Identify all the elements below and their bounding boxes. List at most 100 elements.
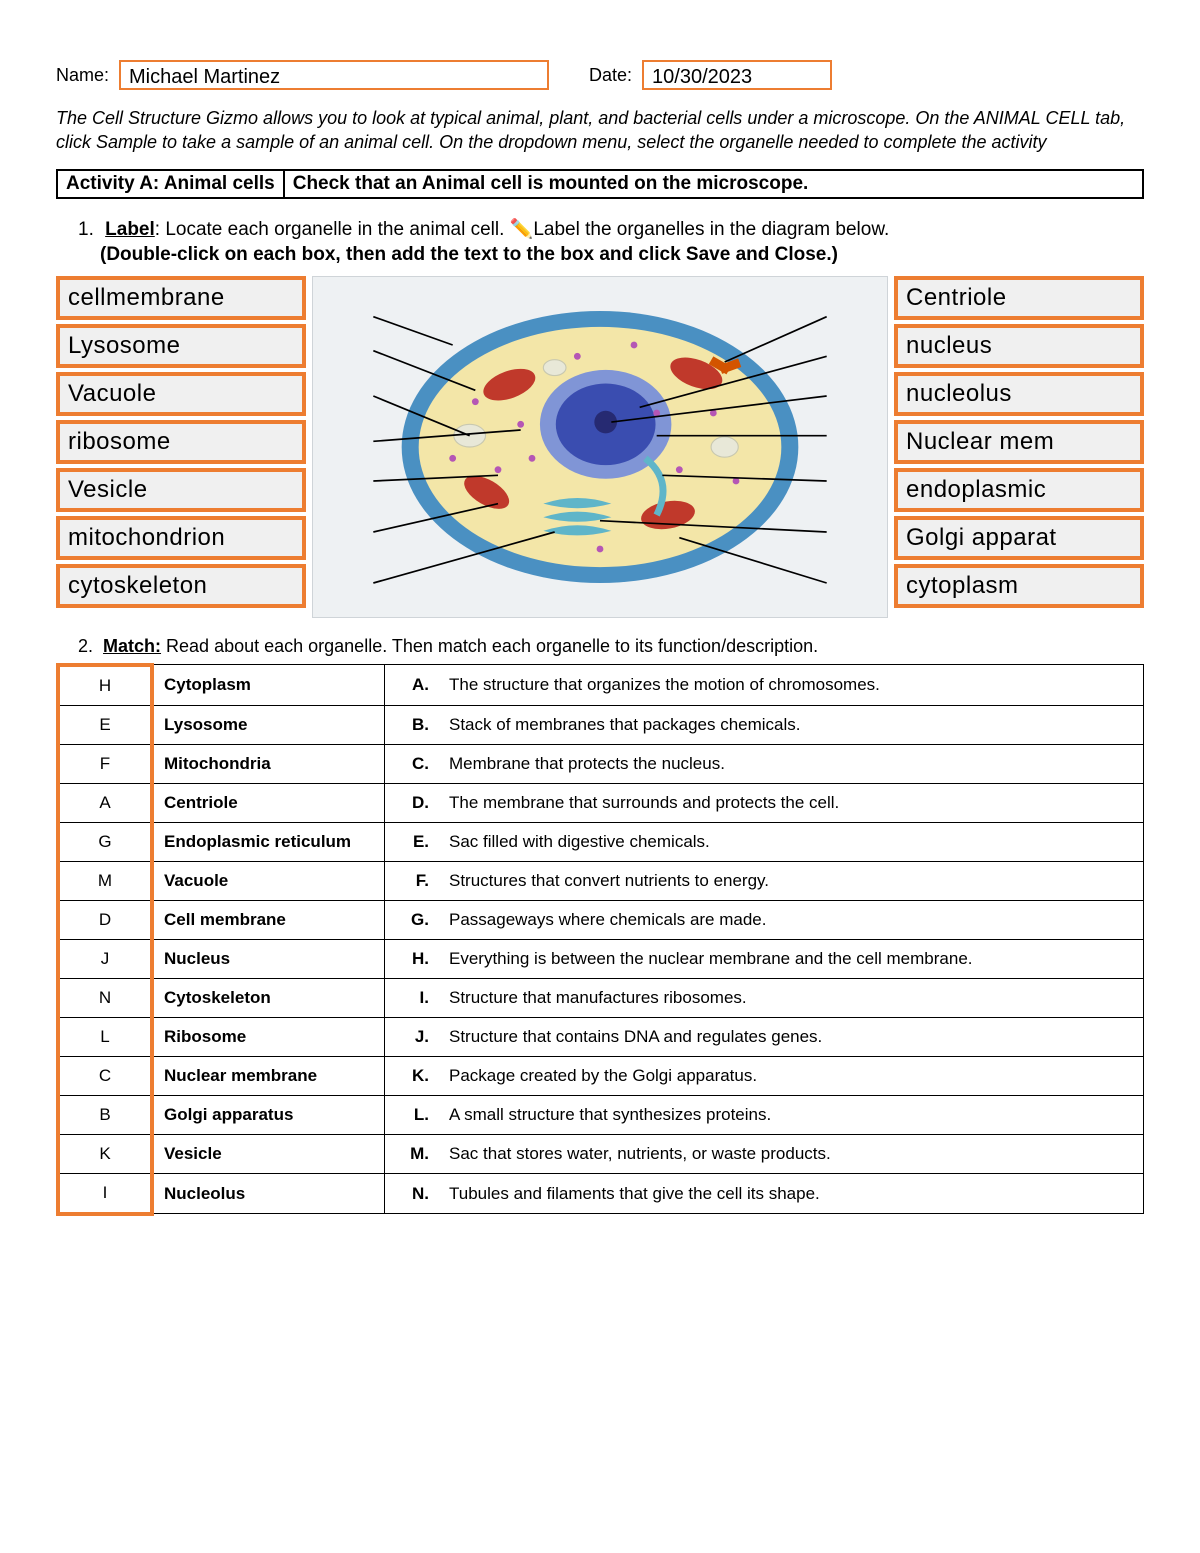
match-organelle: Ribosome (152, 1017, 385, 1056)
match-description: Membrane that protects the nucleus. (439, 744, 1144, 783)
match-organelle: Nucleus (152, 939, 385, 978)
match-description: Everything is between the nuclear membra… (439, 939, 1144, 978)
q1-text-a: : Locate each organelle in the animal ce… (155, 219, 510, 240)
match-answer[interactable]: K (58, 1134, 152, 1173)
cell-diagram (312, 276, 888, 618)
match-letter: H. (385, 939, 440, 978)
question-2: 2. Match: Read about each organelle. The… (78, 636, 1144, 657)
match-description: A small structure that synthesizes prote… (439, 1095, 1144, 1134)
match-answer[interactable]: I (58, 1173, 152, 1214)
match-organelle: Cytoplasm (152, 665, 385, 706)
match-answer[interactable]: D (58, 900, 152, 939)
match-letter: B. (385, 705, 440, 744)
name-field[interactable]: Michael Martinez (119, 60, 549, 90)
match-description: Structure that contains DNA and regulate… (439, 1017, 1144, 1056)
diagram-area: cellmembraneLysosomeVacuoleribosomeVesic… (56, 276, 1144, 618)
table-row: JNucleusH.Everything is between the nucl… (58, 939, 1144, 978)
match-organelle: Cell membrane (152, 900, 385, 939)
q1-text-b: Label the organelles in the diagram belo… (533, 219, 889, 240)
table-row: LRibosomeJ.Structure that contains DNA a… (58, 1017, 1144, 1056)
match-organelle: Nucleolus (152, 1173, 385, 1214)
organelle-label[interactable]: cytoplasm (894, 564, 1144, 608)
organelle-label[interactable]: Golgi apparat (894, 516, 1144, 560)
organelle-label[interactable]: Vesicle (56, 468, 306, 512)
match-answer[interactable]: E (58, 705, 152, 744)
match-letter: C. (385, 744, 440, 783)
match-answer[interactable]: M (58, 861, 152, 900)
match-answer[interactable]: L (58, 1017, 152, 1056)
match-answer[interactable]: J (58, 939, 152, 978)
match-answer[interactable]: B (58, 1095, 152, 1134)
match-description: Structures that convert nutrients to ene… (439, 861, 1144, 900)
match-answer[interactable]: G (58, 822, 152, 861)
match-answer[interactable]: H (58, 665, 152, 706)
table-row: INucleolusN.Tubules and filaments that g… (58, 1173, 1144, 1214)
match-letter: A. (385, 665, 440, 706)
q1-number: 1. (78, 219, 94, 240)
right-label-column: CentriolenucleusnucleolusNuclear memendo… (894, 276, 1144, 618)
organelle-label[interactable]: Nuclear mem (894, 420, 1144, 464)
match-description: Passageways where chemicals are made. (439, 900, 1144, 939)
organelle-label[interactable]: mitochondrion (56, 516, 306, 560)
pencil-icon: ✏️ (510, 219, 534, 240)
q1-label-word: Label (105, 219, 155, 240)
match-letter: M. (385, 1134, 440, 1173)
table-row: FMitochondriaC.Membrane that protects th… (58, 744, 1144, 783)
organelle-label[interactable]: nucleus (894, 324, 1144, 368)
match-letter: K. (385, 1056, 440, 1095)
match-answer[interactable]: A (58, 783, 152, 822)
table-row: NCytoskeletonI.Structure that manufactur… (58, 978, 1144, 1017)
table-row: HCytoplasmA.The structure that organizes… (58, 665, 1144, 706)
match-description: Sac that stores water, nutrients, or was… (439, 1134, 1144, 1173)
match-answer[interactable]: C (58, 1056, 152, 1095)
organelle-label[interactable]: Lysosome (56, 324, 306, 368)
match-organelle: Centriole (152, 783, 385, 822)
table-row: DCell membraneG.Passageways where chemic… (58, 900, 1144, 939)
activity-instruction: Check that an Animal cell is mounted on … (285, 171, 1142, 197)
activity-title: Activity A: Animal cells (58, 171, 285, 197)
intro-text: The Cell Structure Gizmo allows you to l… (56, 106, 1144, 155)
organelle-label[interactable]: nucleolus (894, 372, 1144, 416)
organelle-label[interactable]: cellmembrane (56, 276, 306, 320)
table-row: BGolgi apparatusL.A small structure that… (58, 1095, 1144, 1134)
match-answer[interactable]: F (58, 744, 152, 783)
left-label-column: cellmembraneLysosomeVacuoleribosomeVesic… (56, 276, 306, 618)
activity-bar: Activity A: Animal cells Check that an A… (56, 169, 1144, 199)
table-row: ACentrioleD.The membrane that surrounds … (58, 783, 1144, 822)
match-letter: L. (385, 1095, 440, 1134)
match-letter: I. (385, 978, 440, 1017)
q2-number: 2. (78, 636, 93, 656)
match-organelle: Vesicle (152, 1134, 385, 1173)
match-answer[interactable]: N (58, 978, 152, 1017)
match-description: Tubules and filaments that give the cell… (439, 1173, 1144, 1214)
match-organelle: Nuclear membrane (152, 1056, 385, 1095)
match-table: HCytoplasmA.The structure that organizes… (56, 663, 1144, 1216)
match-letter: D. (385, 783, 440, 822)
match-letter: J. (385, 1017, 440, 1056)
match-organelle: Endoplasmic reticulum (152, 822, 385, 861)
organelle-label[interactable]: Vacuole (56, 372, 306, 416)
organelle-label[interactable]: Centriole (894, 276, 1144, 320)
organelle-label[interactable]: ribosome (56, 420, 306, 464)
match-description: Structure that manufactures ribosomes. (439, 978, 1144, 1017)
date-field[interactable]: 10/30/2023 (642, 60, 832, 90)
date-label: Date: (589, 65, 632, 86)
match-description: The membrane that surrounds and protects… (439, 783, 1144, 822)
table-row: KVesicleM.Sac that stores water, nutrien… (58, 1134, 1144, 1173)
table-row: GEndoplasmic reticulumE.Sac filled with … (58, 822, 1144, 861)
table-row: ELysosomeB.Stack of membranes that packa… (58, 705, 1144, 744)
match-letter: F. (385, 861, 440, 900)
q1-line2: (Double-click on each box, then add the … (100, 244, 838, 265)
header-row: Name: Michael Martinez Date: 10/30/2023 (56, 60, 1144, 90)
organelle-label[interactable]: cytoskeleton (56, 564, 306, 608)
organelle-label[interactable]: endoplasmic (894, 468, 1144, 512)
q2-label-word: Match: (103, 636, 161, 656)
match-organelle: Mitochondria (152, 744, 385, 783)
match-letter: N. (385, 1173, 440, 1214)
match-organelle: Vacuole (152, 861, 385, 900)
match-letter: E. (385, 822, 440, 861)
match-letter: G. (385, 900, 440, 939)
table-row: MVacuoleF.Structures that convert nutrie… (58, 861, 1144, 900)
table-row: CNuclear membraneK.Package created by th… (58, 1056, 1144, 1095)
question-1: 1. Label: Locate each organelle in the a… (78, 217, 1144, 268)
